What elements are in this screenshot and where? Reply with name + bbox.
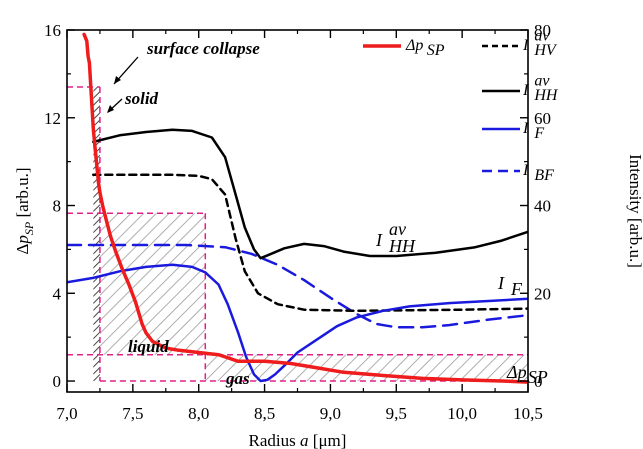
x-tick-label: 7,5 [122,404,143,423]
series-I_BF [67,243,528,329]
y-left-tick-label: 8 [53,197,62,216]
label-surface-collapse: surface collapse [146,39,260,58]
series-dp_sp [82,32,528,384]
y-right-axis-title: Intensity [arb.u.] [626,154,643,268]
legend-label-I_HV-sup: av [534,28,550,45]
legend-label-I_BF-main: I [522,162,529,179]
x-tick-label: 9,0 [320,404,341,423]
curve-label-ihh-sup: av [389,219,406,239]
y-right-tick-label: 40 [534,197,551,216]
curve-label-if-main: I [497,273,505,293]
label-liquid: liquid [128,337,169,356]
y-left-tick-label: 0 [53,372,62,391]
phase-regions [93,87,529,382]
y-right-tick-label: 80 [534,21,551,40]
curve-label-ihh-main: I [375,230,383,250]
legend-label-I_F-main: I [522,120,529,137]
series-I_HH [92,128,528,260]
legend-label-dp_sp: Δp SP [405,37,445,59]
x-tick-label: 8,5 [254,404,275,423]
legend-label-I_HH-main: I [522,82,529,99]
surface-collapse-region [93,87,100,382]
legend-label-I_BF: I BF [522,162,554,184]
arrowhead-solid [107,105,114,113]
legend-label-dp_sp-main: Δp [405,37,423,54]
arrowhead-surface-collapse [114,76,121,84]
y-right-tick-label: 20 [534,284,551,303]
data-series [67,32,528,384]
legend-label-I_HV-sub: HV [533,42,558,59]
legend-label-I_F-sub: F [533,125,544,142]
y-left-axis-title: ΔpSP [arb.u.] [13,167,36,254]
curve-label-dpsp: Δp SP [506,362,548,387]
x-tick-label: 8,0 [188,404,209,423]
x-tick-label: 7,0 [56,404,77,423]
curve-label-dpsp-main: Δp [506,362,527,382]
gas-region [205,354,529,382]
legend-label-I_HH-sub: HH [533,87,559,104]
liquid-region [99,213,206,355]
legend-label-I_HV-main: I [522,37,529,54]
x-tick-label: 10,5 [513,404,543,423]
label-solid: solid [124,89,159,108]
guide-lines [67,86,528,382]
legend-label-I_HH-sup: av [534,73,550,90]
legend-label-I_BF-sub: BF [534,167,554,184]
series-I_F [67,263,528,383]
y-left-tick-label: 16 [44,21,61,40]
x-tick-label: 10,0 [447,404,477,423]
y-left-tick-label: 12 [44,109,61,128]
curve-label-dpsp-sub: SP [528,367,548,387]
label-gas: gas [225,369,250,388]
y-left-tick-label: 4 [53,284,62,303]
axes: 7,0 7,5 8,0 8,5 9,0 9,5 10,0 10,5 0 4 8 12 16 0 20 40 60… [13,21,643,449]
series-I_HV [92,173,528,313]
x-tick-label: 9,5 [386,404,407,423]
legend-label-dp_sp-sub: SP [427,42,445,59]
curve-label-if-sub: F [510,279,523,299]
x-axis-title: Radius a [μm] [249,431,347,449]
y-right-tick-label: 0 [534,372,543,391]
y-right-tick-label: 60 [534,109,551,128]
curve-label-ihh-sub: HH [388,236,416,256]
